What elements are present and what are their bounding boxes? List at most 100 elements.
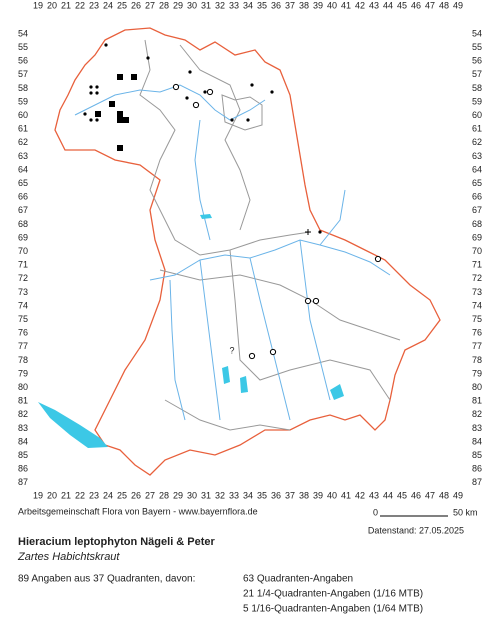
- column-label: 45: [397, 490, 407, 500]
- column-label: 39: [313, 490, 323, 500]
- credit: Arbeitsgemeinschaft Flora von Bayern - w…: [18, 506, 258, 516]
- column-label: 35: [257, 0, 267, 10]
- row-label: 54: [18, 28, 28, 38]
- row-label: 75: [18, 314, 28, 324]
- row-label: 79: [18, 368, 28, 378]
- row-label: 74: [18, 300, 28, 310]
- column-label: 19: [33, 0, 43, 10]
- column-label: 27: [145, 0, 155, 10]
- column-label: 40: [327, 0, 337, 10]
- column-label: 33: [229, 490, 239, 500]
- row-label: 82: [18, 409, 28, 419]
- column-label: 44: [383, 0, 393, 10]
- common-name: Zartes Habichtskraut: [17, 551, 120, 563]
- row-label: 69: [472, 232, 482, 242]
- row-label: 73: [472, 287, 482, 297]
- column-label: 24: [103, 0, 113, 10]
- column-label: 32: [215, 0, 225, 10]
- column-label: 36: [271, 0, 281, 10]
- column-label: 48: [439, 0, 449, 10]
- scale-end: 50 km: [453, 507, 478, 517]
- row-label: 76: [472, 328, 482, 338]
- row-label: 77: [472, 341, 482, 351]
- column-label: 46: [411, 0, 421, 10]
- row-label: 56: [472, 56, 482, 66]
- row-label: 78: [472, 355, 482, 365]
- row-label: 59: [472, 96, 482, 106]
- row-label: 65: [18, 178, 28, 188]
- row-label: 87: [18, 477, 28, 487]
- row-label: 62: [472, 137, 482, 147]
- row-label: 71: [472, 260, 482, 270]
- uncertain-record: ?: [229, 345, 234, 355]
- column-label: 30: [187, 0, 197, 10]
- summary-line: 63 Quadranten-Angaben: [243, 574, 353, 585]
- column-label: 30: [187, 490, 197, 500]
- row-label: 70: [472, 246, 482, 256]
- column-label: 39: [313, 0, 323, 10]
- column-label: 42: [355, 0, 365, 10]
- row-label: 87: [472, 477, 482, 487]
- column-label: 25: [117, 0, 127, 10]
- grid-labels: 19 19 20 20 21 21 22 22 23 23 24 24 25 25 26 26 27 27 28 28…: [18, 0, 482, 500]
- summary-total: 89 Angaben aus 37 Quadranten, davon:: [18, 574, 195, 585]
- rivers: [74, 84, 391, 421]
- column-label: 49: [453, 490, 463, 500]
- row-label: 85: [472, 450, 482, 460]
- column-label: 41: [341, 490, 351, 500]
- column-label: 37: [285, 0, 295, 10]
- row-label: 81: [472, 396, 482, 406]
- row-label: 74: [472, 300, 482, 310]
- summary-line: 5 1/16-Quadranten-Angaben (1/64 MTB): [243, 604, 423, 615]
- column-label: 21: [61, 0, 71, 10]
- row-label: 55: [18, 42, 28, 52]
- row-label: 83: [472, 423, 482, 433]
- column-label: 31: [201, 490, 211, 500]
- row-label: 80: [472, 382, 482, 392]
- row-label: 86: [472, 464, 482, 474]
- data-date: Datenstand: 27.05.2025: [368, 525, 464, 535]
- row-label: 61: [472, 124, 482, 134]
- row-label: 60: [472, 110, 482, 120]
- column-label: 32: [215, 490, 225, 500]
- row-label: 84: [472, 436, 482, 446]
- scale-start: 0: [373, 507, 378, 517]
- column-label: 23: [89, 0, 99, 10]
- row-label: 78: [18, 355, 28, 365]
- column-label: 47: [425, 490, 435, 500]
- row-label: 58: [472, 83, 482, 93]
- row-label: 81: [18, 396, 28, 406]
- row-label: 54: [472, 28, 482, 38]
- column-label: 38: [299, 0, 309, 10]
- state-border: [54, 27, 441, 476]
- quadrant-records: [95, 74, 137, 151]
- column-label: 20: [47, 490, 57, 500]
- row-label: 72: [18, 273, 28, 283]
- row-label: 68: [472, 219, 482, 229]
- row-label: 59: [18, 96, 28, 106]
- row-label: 72: [472, 273, 482, 283]
- column-label: 26: [131, 490, 141, 500]
- row-label: 63: [18, 151, 28, 161]
- row-label: 67: [472, 205, 482, 215]
- column-label: 44: [383, 490, 393, 500]
- row-label: 57: [18, 69, 28, 79]
- column-label: 43: [369, 490, 379, 500]
- lakes: [38, 214, 344, 448]
- row-label: 79: [472, 368, 482, 378]
- column-label: 41: [341, 0, 351, 10]
- row-label: 66: [472, 192, 482, 202]
- column-label: 46: [411, 490, 421, 500]
- column-label: 19: [33, 490, 43, 500]
- column-label: 34: [243, 0, 253, 10]
- row-label: 83: [18, 423, 28, 433]
- row-label: 67: [18, 205, 28, 215]
- row-label: 66: [18, 192, 28, 202]
- column-label: 22: [75, 0, 85, 10]
- row-label: 65: [472, 178, 482, 188]
- column-label: 38: [299, 490, 309, 500]
- column-label: 47: [425, 0, 435, 10]
- column-label: 42: [355, 490, 365, 500]
- column-label: 48: [439, 490, 449, 500]
